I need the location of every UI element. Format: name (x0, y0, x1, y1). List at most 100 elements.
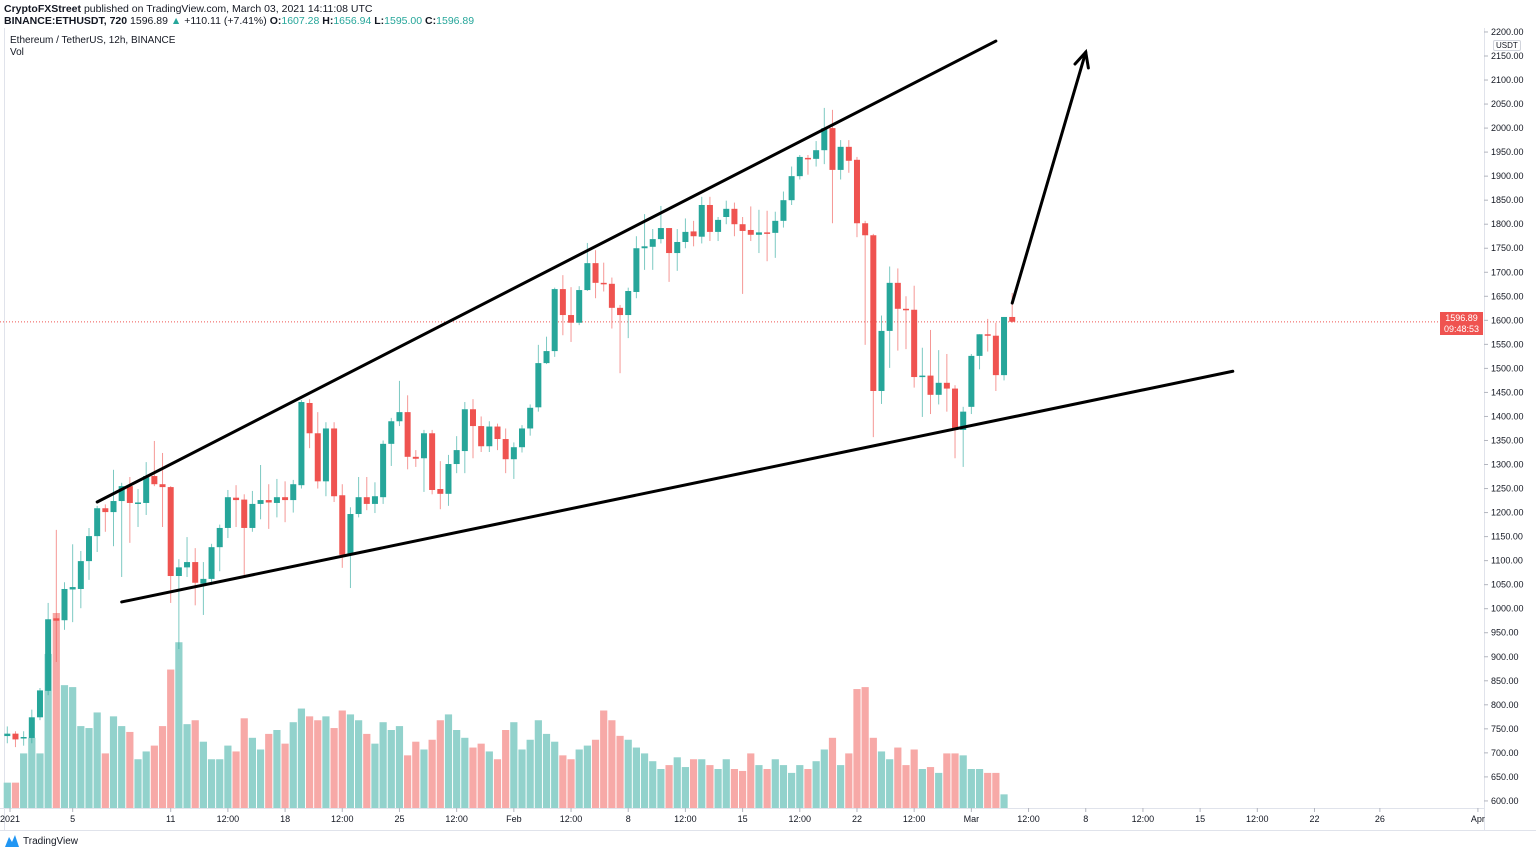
candle-up (715, 219, 722, 232)
candle-up (208, 547, 215, 579)
last-price-value: 1596.89 (1445, 313, 1478, 323)
time-tick-label: 12:00 (789, 814, 812, 824)
volume-bar (404, 755, 412, 808)
candle-down (911, 309, 918, 378)
series-title: Ethereum / TetherUS, 12h, BINANCE (10, 35, 176, 46)
candle-down (853, 159, 860, 224)
volume-bar (150, 745, 158, 808)
time-tick-label: Feb (506, 814, 522, 824)
candle-up (535, 363, 542, 408)
volume-bar (853, 689, 861, 808)
volume-bar (510, 722, 518, 808)
tradingview-footer[interactable]: TradingView (4, 834, 78, 848)
volume-bar (69, 687, 77, 808)
time-tick-label: 8 (626, 814, 631, 824)
volume-bar (207, 759, 216, 808)
candle-up (94, 508, 101, 537)
candle-up (772, 220, 779, 233)
volume-bar (134, 759, 142, 808)
candle-up (388, 421, 395, 444)
candle-down (894, 282, 901, 309)
candle-up (216, 527, 223, 548)
price-tick-label: 1750.00 (1491, 243, 1524, 253)
candle-down (126, 486, 133, 503)
low-value: 1595.00 (384, 15, 423, 27)
time-tick-label: 15 (738, 814, 748, 824)
volume-bar (526, 739, 534, 808)
candle-down (617, 307, 624, 316)
volume-bar (346, 714, 355, 808)
volume-bar (567, 759, 575, 808)
price-tick-label: 1950.00 (1491, 147, 1524, 157)
candle-up (543, 351, 550, 364)
candle-up (453, 450, 460, 465)
high-label: H: (322, 15, 334, 27)
candle-down (437, 489, 444, 494)
time-tick-label: 12:00 (1246, 814, 1269, 824)
volume-bar (804, 769, 812, 808)
volume-bar (387, 730, 395, 808)
volume-bar (551, 741, 559, 808)
volume-bar (542, 733, 551, 808)
volume-bar (175, 642, 183, 808)
candle-up (755, 232, 762, 235)
price-tick-label: 1650.00 (1491, 291, 1524, 301)
last-price-marker: 1596.89 09:48:53 (1440, 312, 1483, 335)
candle-up (20, 737, 27, 739)
volume-bar (681, 767, 690, 808)
volume-bar (126, 731, 134, 808)
candle-up (461, 409, 468, 452)
up-triangle-icon: ▲ (170, 15, 182, 27)
candle-up (584, 263, 591, 291)
price-tick-label: 1550.00 (1491, 339, 1524, 349)
volume-bar (461, 737, 469, 808)
candle-down (282, 497, 289, 501)
volume-legend: Vol (10, 47, 24, 58)
publisher-name[interactable]: CryptoFXStreet (4, 3, 82, 15)
time-tick-label: 12:00 (674, 814, 697, 824)
trendline[interactable] (120, 369, 1235, 604)
currency-label[interactable]: USDT (1493, 40, 1521, 51)
volume-bar (788, 772, 796, 808)
price-tick-label: 1500.00 (1491, 363, 1524, 373)
price-tick-label: 1300.00 (1491, 460, 1524, 470)
volume-bar (412, 741, 420, 808)
candle-down (739, 224, 746, 231)
candle-up (788, 176, 795, 201)
candle-up (919, 375, 926, 378)
price-tick-label: 650.00 (1491, 772, 1519, 782)
candle-up (249, 503, 256, 528)
low-label: L: (374, 15, 385, 27)
trendline[interactable] (95, 39, 998, 504)
candle-up (69, 587, 76, 590)
price-tick-label: 2100.00 (1491, 75, 1524, 85)
volume-bar (142, 751, 150, 808)
volume-bar (28, 737, 36, 808)
volume-bar (894, 747, 902, 808)
volume-bar (305, 716, 314, 808)
candle-down (568, 315, 575, 323)
candle-down (943, 382, 950, 389)
candle-down (306, 402, 313, 434)
volume-bar (616, 735, 624, 808)
price-tick-label: 1850.00 (1491, 195, 1524, 205)
forecast-arrow[interactable] (1010, 50, 1088, 305)
candle-up (510, 447, 517, 460)
candle-down (706, 204, 713, 232)
volume-bar (649, 761, 657, 808)
candle-up (976, 334, 983, 356)
price-tick-label: 2000.00 (1491, 123, 1524, 133)
volume-bar (975, 769, 984, 808)
candle-up (371, 496, 378, 504)
time-tick-label: 22 (852, 814, 862, 824)
candle-up (322, 428, 329, 482)
volume-bar (158, 726, 167, 808)
volume-bar (265, 733, 273, 808)
volume-bar (926, 767, 935, 808)
candle-up (28, 717, 35, 738)
price-tick-label: 1400.00 (1491, 411, 1524, 421)
candle-up (968, 355, 975, 407)
candle-up (633, 248, 640, 292)
volume-bar (20, 753, 28, 808)
